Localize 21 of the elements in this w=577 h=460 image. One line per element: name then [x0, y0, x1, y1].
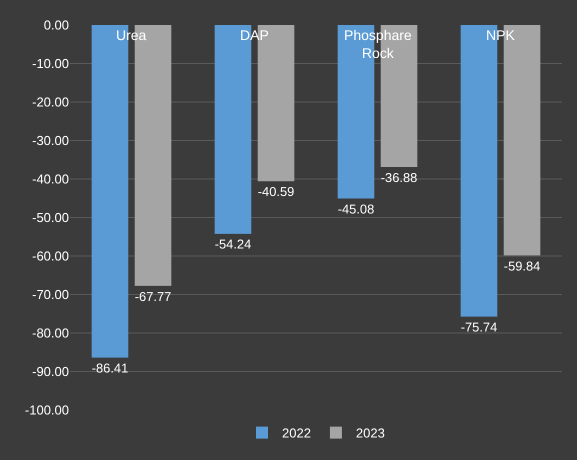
- data-label: -59.84: [504, 258, 540, 274]
- data-label: -86.41: [92, 360, 128, 376]
- y-tick-label: -10.00: [32, 56, 69, 72]
- y-tick-label: -50.00: [32, 210, 69, 226]
- y-tick-label: -100.00: [24, 402, 69, 418]
- y-tick-label: 0.00: [44, 18, 69, 33]
- data-label: -75.74: [460, 320, 498, 335]
- data-label: -45.08: [338, 201, 374, 216]
- y-tick-label: -90.00: [32, 364, 69, 380]
- data-label: -67.77: [134, 288, 172, 304]
- data-label: -40.59: [258, 184, 294, 200]
- data-label: -36.88: [380, 170, 418, 185]
- y-tick-label: -70.00: [32, 287, 69, 302]
- y-tick-label: -40.00: [32, 172, 69, 187]
- legend-label: 2023: [356, 426, 385, 441]
- y-tick-label: -80.00: [32, 326, 69, 341]
- legend-label: 2022: [282, 426, 311, 441]
- y-tick-label: -20.00: [32, 94, 69, 110]
- data-label: -54.24: [214, 236, 252, 252]
- y-tick-label: -60.00: [32, 248, 69, 264]
- y-tick-label: -30.00: [32, 133, 69, 148]
